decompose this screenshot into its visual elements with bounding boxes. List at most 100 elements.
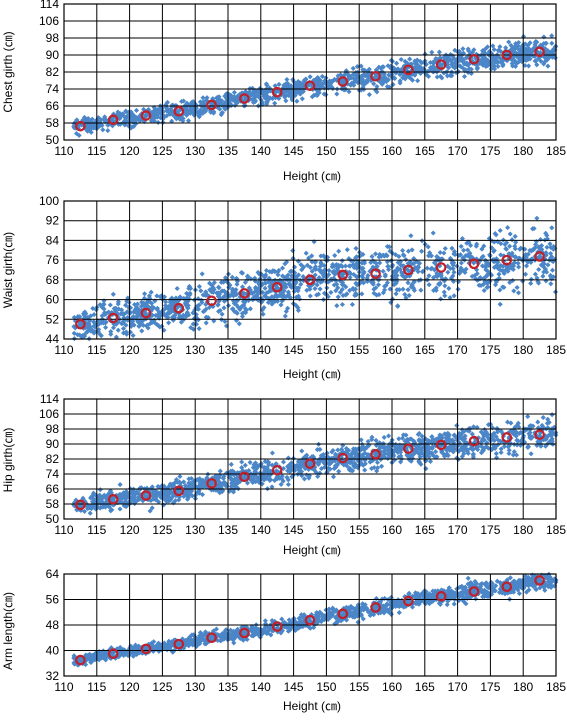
- scatter-point: [442, 283, 447, 288]
- scatter-point: [263, 286, 268, 291]
- scatter-point: [134, 108, 139, 113]
- x-tick-label: 140: [251, 144, 271, 158]
- scatter-point: [139, 328, 144, 333]
- scatter-point: [362, 468, 367, 473]
- scatter-point: [529, 277, 534, 282]
- scatter-point: [142, 291, 147, 296]
- scatter-point: [397, 610, 402, 615]
- scatter-point: [520, 279, 525, 284]
- x-tick-label: 115: [87, 343, 106, 357]
- y-tick-label: 60: [46, 293, 60, 307]
- mean-marker: [437, 263, 445, 271]
- scatter-point: [340, 302, 345, 307]
- x-tick-label: 185: [546, 144, 566, 158]
- scatter-point: [197, 284, 202, 289]
- x-tick-label: 180: [513, 523, 533, 537]
- y-tick-label: 58: [46, 497, 60, 511]
- y-tick-label: 66: [46, 99, 60, 113]
- scatter-point: [445, 270, 450, 275]
- xlabel: Height (㎝): [283, 169, 341, 183]
- y-tick-label: 98: [46, 422, 60, 436]
- scatter-point: [427, 282, 432, 287]
- scatter-point: [229, 462, 234, 467]
- x-tick-label: 140: [251, 343, 271, 357]
- x-tick-label: 125: [152, 343, 172, 357]
- x-tick-label: 170: [448, 523, 468, 537]
- scatter-point: [359, 291, 364, 296]
- scatter-point: [498, 302, 503, 307]
- scatter-point: [548, 281, 553, 286]
- scatter-point: [499, 450, 504, 455]
- x-tick-label: 165: [415, 523, 435, 537]
- y-tick-label: 50: [46, 133, 60, 147]
- scatter-point: [386, 433, 391, 438]
- scatter-point: [331, 474, 336, 479]
- scatter-point: [431, 230, 436, 235]
- scatter-point: [550, 412, 555, 417]
- x-tick-label: 170: [448, 343, 468, 357]
- x-tick-label: 165: [415, 144, 435, 158]
- x-tick-label: 130: [185, 523, 205, 537]
- x-tick-label: 180: [513, 343, 533, 357]
- scatter-point: [294, 99, 299, 104]
- scatter-point: [525, 414, 530, 419]
- y-tick-label: 98: [46, 31, 60, 45]
- ylabel: Chest girth (㎝): [1, 31, 15, 112]
- scatter-point: [186, 118, 191, 123]
- scatter-point: [511, 288, 516, 293]
- scatter-point: [340, 258, 345, 263]
- scatter-point: [446, 286, 451, 291]
- scatter-point: [454, 423, 459, 428]
- scatter-point: [505, 225, 510, 230]
- scatter-point: [550, 268, 555, 273]
- scatter-point: [407, 57, 412, 62]
- scatter-point: [105, 128, 110, 133]
- scatter-point: [545, 262, 550, 267]
- x-tick-label: 155: [349, 343, 369, 357]
- ylabel: Hip girth(㎝): [1, 428, 15, 493]
- scatter-point: [272, 101, 277, 106]
- scatter-point: [549, 41, 554, 46]
- scatter-point: [278, 302, 283, 307]
- scatter-point: [117, 506, 122, 511]
- x-tick-label: 145: [284, 343, 304, 357]
- scatter-point: [118, 482, 123, 487]
- scatter-point: [461, 248, 466, 253]
- scatter-point: [198, 288, 203, 293]
- scatter-point: [218, 469, 223, 474]
- scatter-point: [286, 455, 291, 460]
- scatter-point: [529, 451, 534, 456]
- x-tick-label: 180: [513, 144, 533, 158]
- scatter-point: [353, 246, 358, 251]
- scatter-point: [516, 290, 521, 295]
- scatter-point: [204, 320, 209, 325]
- scatter-point: [304, 251, 309, 256]
- y-tick-label: 84: [46, 233, 60, 247]
- x-tick-label: 120: [120, 523, 140, 537]
- scatter-point: [534, 216, 539, 221]
- scatter-point: [248, 460, 253, 465]
- y-tick-label: 82: [46, 452, 60, 466]
- xlabel: Height (㎝): [283, 699, 341, 713]
- scatter-point: [510, 237, 515, 242]
- scatter-point: [429, 50, 434, 55]
- scatter-point: [415, 78, 420, 83]
- y-tick-label: 92: [46, 214, 60, 228]
- y-tick-label: 114: [40, 0, 59, 11]
- x-tick-label: 185: [546, 343, 566, 357]
- scatter-point: [111, 292, 116, 297]
- scatter-point: [541, 415, 546, 420]
- y-tick-label: 74: [46, 467, 60, 481]
- x-tick-label: 115: [87, 144, 106, 158]
- x-tick-label: 160: [382, 523, 402, 537]
- scatter-point: [544, 245, 549, 250]
- scatter-point: [221, 305, 226, 310]
- x-tick-label: 160: [382, 343, 402, 357]
- scatter-point: [438, 296, 443, 301]
- x-tick-label: 130: [185, 144, 205, 158]
- scatter-point: [166, 320, 171, 325]
- x-tick-label: 135: [218, 144, 238, 158]
